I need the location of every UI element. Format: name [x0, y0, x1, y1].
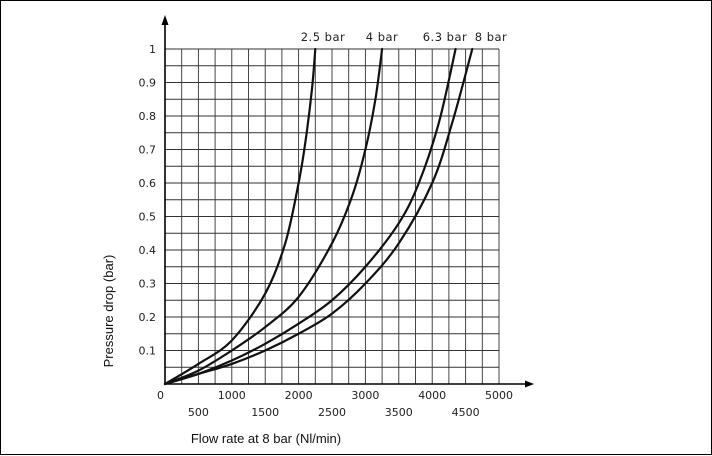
x-tick-label: 3500 [385, 406, 413, 419]
y-tick-label: 0.6 [139, 177, 157, 190]
y-axis-arrow [161, 15, 169, 25]
x-tick-label: 1500 [251, 406, 279, 419]
x-tick-label: 5000 [485, 389, 513, 402]
y-tick-label: 0.7 [139, 144, 157, 157]
x-tick-label: 1000 [218, 389, 246, 402]
y-tick-label: 0.1 [139, 345, 157, 358]
series-line [163, 47, 457, 386]
x-axis-title: Flow rate at 8 bar (Nl/min) [191, 431, 341, 446]
y-tick-label: 0.9 [139, 77, 157, 90]
series-label: 6.3 bar [423, 30, 468, 44]
series-line [163, 47, 384, 386]
x-axis-arrow [525, 380, 534, 388]
series-label: 4 bar [366, 30, 399, 44]
series-label: 2.5 bar [301, 30, 346, 44]
x-tick-label: 2500 [318, 406, 346, 419]
y-tick-label: 0.8 [139, 110, 157, 123]
y-tick-label: 0.2 [139, 311, 157, 324]
y-tick-label: 0.3 [139, 278, 157, 291]
x-tick-label: 4500 [452, 406, 480, 419]
y-tick-label: 0.5 [139, 211, 157, 224]
x-tick-label: 2000 [285, 389, 313, 402]
series-line [163, 47, 317, 386]
x-tick-label: 4000 [418, 389, 446, 402]
y-tick-label: 1 [149, 43, 156, 56]
y-axis-title: Pressure drop (bar) [101, 255, 116, 368]
x-tick-label: 500 [188, 406, 209, 419]
x-tick-label: 0 [157, 389, 164, 402]
series-line [163, 47, 474, 386]
y-tick-label: 0.4 [139, 244, 157, 257]
series-label: 8 bar [475, 30, 508, 44]
x-tick-label: 3000 [351, 389, 379, 402]
